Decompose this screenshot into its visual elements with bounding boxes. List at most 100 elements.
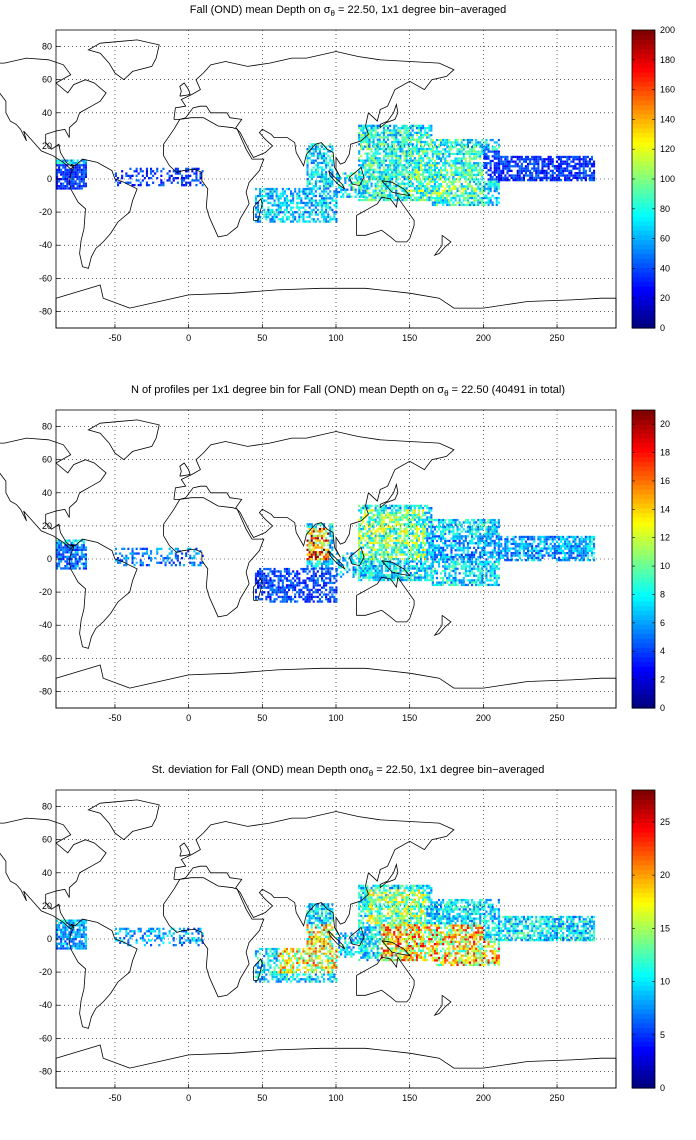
data-cell [537, 158, 540, 161]
colorbar-step [632, 225, 655, 231]
data-cell [360, 129, 363, 132]
data-cell [537, 176, 540, 179]
data-cell [273, 591, 276, 594]
data-cell [560, 158, 563, 161]
data-cell [356, 181, 359, 184]
data-cell [424, 530, 427, 533]
data-cell [411, 127, 414, 130]
data-cell [411, 574, 414, 577]
data-cell [370, 194, 373, 197]
data-cell [378, 175, 381, 178]
data-cell [442, 518, 445, 522]
data-cell [308, 541, 311, 545]
data-cell [358, 539, 361, 542]
data-cell [442, 173, 445, 176]
data-cell [139, 184, 142, 187]
data-cell [417, 198, 420, 202]
data-cell [393, 525, 396, 528]
data-cell [456, 162, 459, 165]
data-cell [466, 196, 469, 200]
data-cell [312, 204, 315, 207]
data-cell [466, 164, 469, 167]
data-cell [358, 558, 361, 561]
data-cell [384, 507, 387, 510]
data-cell [329, 572, 332, 575]
data-cell [325, 584, 328, 587]
data-cell [389, 152, 392, 155]
data-cell [191, 557, 194, 560]
colorbar-tick-label: 60 [660, 234, 670, 244]
data-cell [298, 190, 301, 193]
data-cell [370, 546, 373, 549]
data-cell [391, 569, 394, 572]
data-cell [344, 172, 347, 175]
data-cell [372, 159, 375, 162]
data-cell [316, 579, 319, 582]
data-cell [397, 523, 400, 526]
data-cell [442, 155, 445, 158]
data-cell [417, 560, 420, 563]
data-cell [127, 174, 130, 177]
data-cell [364, 525, 367, 528]
coastline [381, 180, 411, 197]
data-cell [358, 185, 361, 188]
data-cell [393, 161, 396, 165]
data-cell [417, 136, 420, 139]
data-cell [387, 574, 390, 577]
data-cell [440, 138, 443, 142]
data-cell [267, 574, 270, 578]
data-cell [399, 127, 402, 130]
data-cell [395, 539, 398, 542]
data-cell [277, 201, 280, 205]
data-cell [384, 551, 387, 554]
data-cell [195, 179, 198, 182]
data-cell [310, 525, 313, 528]
data-cell [141, 564, 144, 567]
data-cell [323, 523, 326, 526]
data-cell [431, 148, 434, 151]
data-cell [366, 138, 369, 141]
data-cell [376, 171, 379, 174]
data-cell [395, 511, 398, 514]
data-cell [411, 189, 414, 192]
data-cell [312, 150, 315, 153]
data-cell [431, 579, 434, 582]
data-cell [114, 172, 117, 175]
data-cell [325, 215, 328, 219]
data-cell [360, 198, 363, 202]
data-cell [288, 584, 291, 587]
data-cell [475, 196, 478, 200]
y-tick-label: -40 [39, 240, 52, 250]
data-cell [424, 129, 427, 132]
data-cell [362, 194, 365, 197]
data-cell [378, 173, 381, 176]
data-cell [333, 588, 336, 592]
data-cell [257, 581, 260, 585]
data-cell [452, 185, 455, 188]
data-cell [137, 184, 140, 187]
data-cell [420, 143, 423, 146]
data-cell [374, 504, 377, 507]
data-cell [82, 159, 85, 162]
data-cell [487, 145, 490, 149]
data-cell [325, 562, 328, 565]
data-cell [431, 162, 434, 165]
data-cell [325, 598, 328, 601]
data-cell [395, 161, 398, 165]
data-cell [545, 169, 548, 172]
data-cell [475, 152, 478, 156]
data-cell [358, 548, 361, 551]
data-cell [522, 174, 525, 177]
data-cell [290, 584, 293, 587]
data-cell [314, 555, 317, 558]
data-cell [174, 557, 177, 560]
data-cell [374, 124, 377, 127]
data-cell [352, 566, 355, 569]
data-cell [288, 579, 291, 582]
data-cell [391, 129, 394, 132]
data-cell [537, 155, 540, 159]
data-cell [364, 570, 367, 574]
data-cell [387, 569, 390, 572]
data-cell [82, 168, 85, 171]
data-cell [376, 147, 379, 151]
